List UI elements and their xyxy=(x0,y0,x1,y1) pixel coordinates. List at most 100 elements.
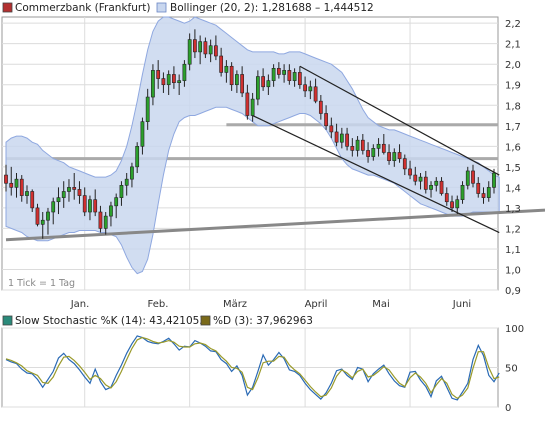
price-y-tick-label: 1,1 xyxy=(505,245,521,256)
candle-body xyxy=(471,170,475,184)
candle-body xyxy=(455,199,460,209)
price-y-tick-label: 2,2 xyxy=(505,19,521,30)
candle-body xyxy=(35,207,40,225)
candle-body xyxy=(308,86,313,92)
candle-body xyxy=(130,166,134,180)
month-label: März xyxy=(223,299,247,310)
legend-swatch-commerzbank xyxy=(2,2,13,13)
candle-body xyxy=(4,174,8,184)
candle-body xyxy=(261,76,265,88)
candle-body xyxy=(481,193,486,198)
candle-body xyxy=(297,72,302,86)
candle-body xyxy=(103,215,108,229)
candle-body xyxy=(402,158,407,170)
month-label: April xyxy=(305,299,328,310)
candle-body xyxy=(135,146,140,168)
candle-body xyxy=(387,152,391,161)
candle-body xyxy=(145,96,150,122)
tick-note: 1 Tick = 1 Tag xyxy=(8,278,75,289)
candle-body xyxy=(460,185,465,200)
candle-body xyxy=(271,68,276,81)
candle-body xyxy=(376,143,381,149)
candle-body xyxy=(72,187,77,190)
candle-body xyxy=(397,152,402,159)
candle-body xyxy=(366,150,370,157)
candle-body xyxy=(193,39,197,53)
price-y-tick-label: 1,9 xyxy=(505,81,521,92)
stoch-y-tick-label: 50 xyxy=(505,364,518,375)
legend-label-bollinger: Bollinger (20, 2): 1,281688 – 1,444512 xyxy=(170,2,374,14)
candle-body xyxy=(329,125,334,133)
trend-line xyxy=(252,114,500,234)
candle-body xyxy=(313,86,318,102)
candle-body xyxy=(214,45,218,57)
candle-body xyxy=(182,63,187,81)
candle-body xyxy=(67,187,71,192)
candle-body xyxy=(9,182,14,188)
candle-body xyxy=(282,70,286,75)
legend-swatch-stoch-d xyxy=(200,315,211,326)
candle-body xyxy=(450,201,454,209)
candle-body xyxy=(324,113,328,127)
month-label: Mai xyxy=(372,299,390,310)
candle-body xyxy=(318,100,323,114)
stoch-d-line xyxy=(5,336,500,400)
price-y-tick-label: 1,8 xyxy=(505,101,521,112)
candle-body xyxy=(423,176,428,190)
candle-body xyxy=(40,219,45,225)
candle-body xyxy=(51,201,56,213)
candle-body xyxy=(119,185,124,198)
price-y-tick-label: 1,5 xyxy=(505,163,521,174)
candle-body xyxy=(61,191,66,198)
price-y-tick-label: 0,9 xyxy=(505,286,521,297)
month-label: Juni xyxy=(452,299,471,310)
candle-body xyxy=(98,211,103,229)
price-y-tick-label: 1,6 xyxy=(505,142,521,153)
candle-body xyxy=(266,80,271,88)
candle-body xyxy=(418,176,423,182)
candle-body xyxy=(114,197,119,207)
candle-body xyxy=(14,178,19,188)
candle-body xyxy=(77,189,82,196)
candle-body xyxy=(172,74,176,83)
legend-label-stoch-k: Slow Stochastic %K (14): 43,421053 xyxy=(15,315,206,327)
candle-body xyxy=(413,174,418,182)
candle-body xyxy=(350,146,355,151)
stoch-y-tick-label: 100 xyxy=(505,324,524,335)
candle-body xyxy=(140,121,145,147)
month-label: Jan. xyxy=(70,299,90,310)
legend-swatch-bollinger xyxy=(156,2,167,13)
candle-body xyxy=(408,168,412,176)
candle-body xyxy=(156,70,161,79)
candle-body xyxy=(465,170,470,186)
candle-body xyxy=(334,131,339,143)
candle-body xyxy=(219,55,224,73)
candle-body xyxy=(292,72,297,81)
price-y-tick-label: 1,2 xyxy=(505,224,521,235)
price-y-tick-label: 1,4 xyxy=(505,183,521,194)
candle-body xyxy=(486,187,491,198)
trend-line xyxy=(299,65,500,176)
candle-body xyxy=(255,76,260,100)
candle-body xyxy=(276,68,281,75)
candle-body xyxy=(161,78,166,86)
candle-body xyxy=(240,74,245,94)
candle-body xyxy=(434,180,439,186)
candle-body xyxy=(25,191,29,196)
legend-swatch-stoch-k xyxy=(2,315,13,326)
candle-body xyxy=(166,74,171,86)
candle-body xyxy=(492,172,496,188)
candle-body xyxy=(208,45,213,55)
legend-label-stoch-d: %D (3): 37,962963 xyxy=(213,315,313,327)
candle-body xyxy=(203,41,208,55)
candle-body xyxy=(56,197,61,203)
candle-body xyxy=(187,39,192,65)
candle-body xyxy=(444,193,449,203)
candle-body xyxy=(229,65,234,86)
candle-body xyxy=(109,205,113,217)
candle-body xyxy=(19,178,24,196)
candle-body xyxy=(82,195,87,213)
price-y-tick-label: 1,7 xyxy=(505,122,521,133)
